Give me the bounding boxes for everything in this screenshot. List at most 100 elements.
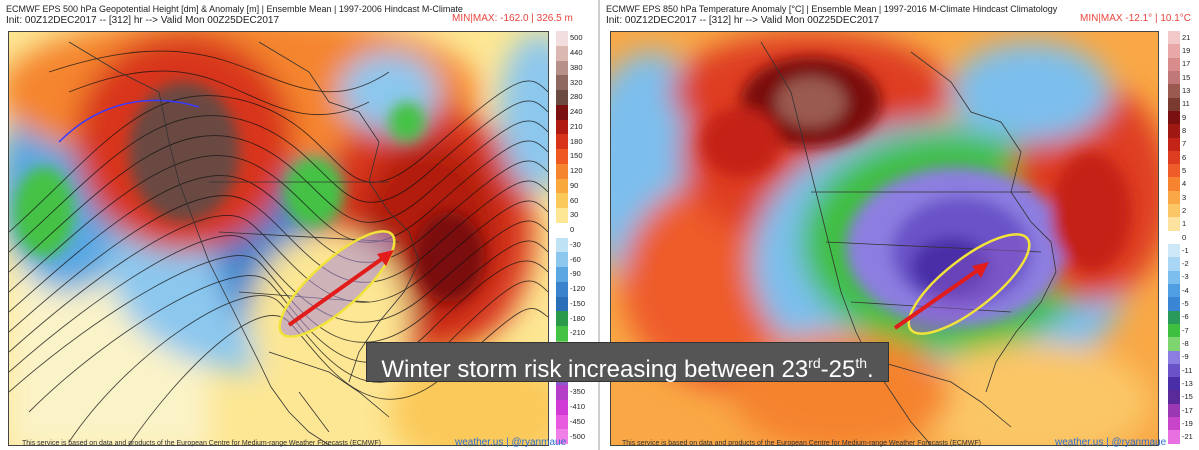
left-map-panel: ECMWF EPS 500 hPa Geopotential Height [d…: [0, 0, 598, 450]
left-colorbar-label: -90: [570, 269, 581, 279]
left-colorbar-swatch: [556, 385, 568, 400]
right-colorbar-label: -11: [1182, 365, 1193, 375]
right-colorbar-swatch: [1168, 337, 1180, 351]
caption-superscript-th: th: [855, 355, 867, 371]
right-coastlines: [760, 41, 1057, 445]
left-minmax: MIN|MAX: -162.0 | 326.5 m: [452, 13, 573, 24]
right-colorbar-label: 19: [1182, 45, 1191, 55]
left-colorbar-label: 210: [570, 121, 583, 131]
left-colorbar-label: -500: [570, 431, 586, 441]
right-colorbar-swatch: [1168, 244, 1180, 258]
left-storm-track-line: [287, 254, 388, 327]
left-map-area: [8, 31, 549, 446]
right-colorbar-swatch: [1168, 31, 1180, 45]
left-colorbar-swatch: [556, 60, 568, 76]
caption-text-mid: -25: [820, 356, 856, 383]
left-colorbar-swatch: [556, 75, 568, 90]
left-colorbar-label: 30: [570, 210, 579, 220]
right-storm-track-arrowhead: [972, 262, 989, 278]
right-colorbar-label: -1: [1182, 245, 1189, 255]
right-colorbar-label: 0: [1182, 232, 1187, 242]
right-colorbar-label: 2: [1182, 205, 1187, 215]
left-colorbar-swatch: [556, 414, 568, 430]
right-colorbar-label: 5: [1182, 165, 1187, 175]
right-colorbar-label: -3: [1182, 272, 1189, 282]
right-colorbar-swatch: [1168, 124, 1180, 138]
right-map-area: [610, 31, 1159, 446]
right-colorbar-label: 13: [1182, 85, 1191, 95]
left-colorbar-label: 500: [570, 33, 583, 43]
right-colorbar-label: -17: [1182, 405, 1193, 415]
left-colorbar-label: -210: [570, 328, 586, 338]
right-colorbar-swatch: [1168, 323, 1180, 338]
right-colorbar-label: 3: [1182, 192, 1187, 202]
right-colorbar-swatch: [1168, 417, 1180, 431]
left-map-graphic: [9, 32, 548, 445]
right-colorbar-swatch: [1168, 297, 1180, 311]
left-colorbar-swatch: [556, 104, 568, 120]
left-colorbar-label: 120: [570, 166, 583, 176]
right-colorbar-swatch: [1168, 430, 1180, 444]
right-colorbar-swatch: [1168, 230, 1180, 244]
left-brand-link[interactable]: weather.us | @ryanmaue: [455, 437, 567, 448]
right-colorbar-swatch: [1168, 110, 1180, 125]
right-colorbar-swatch: [1168, 390, 1180, 404]
right-colorbar-label: -8: [1182, 339, 1189, 349]
left-colorbar-label: -30: [570, 239, 581, 249]
left-colorbar-label: -180: [570, 313, 586, 323]
right-colorbar-label: -5: [1182, 299, 1189, 309]
left-colorbar-swatch: [556, 193, 568, 208]
left-colorbar-label: 440: [570, 48, 583, 58]
right-colorbar-swatch: [1168, 57, 1180, 71]
right-init-time: Init: 00Z12DEC2017 -- [312] hr --> Valid…: [606, 15, 880, 26]
right-colorbar-label: -6: [1182, 312, 1189, 322]
caption-text-end: .: [867, 356, 874, 383]
left-map-title: ECMWF EPS 500 hPa Geopotential Height [d…: [6, 4, 463, 14]
caption-text-main: Winter storm risk increasing between 23: [381, 356, 809, 383]
right-colorbar-label: -7: [1182, 325, 1189, 335]
right-colorbar: [1168, 31, 1180, 444]
right-colorbar-label: -9: [1182, 352, 1189, 362]
right-colorbar-swatch: [1168, 70, 1180, 85]
left-colorbar-swatch: [556, 119, 568, 135]
right-colorbar-swatch: [1168, 84, 1180, 98]
left-colorbar-label: 240: [570, 107, 583, 117]
left-colorbar-swatch: [556, 267, 568, 282]
right-colorbar-label: 7: [1182, 139, 1187, 149]
right-colorbar-label: -13: [1182, 379, 1193, 389]
left-colorbar-swatch: [556, 296, 568, 312]
right-minmax: MIN|MAX -12.1° | 10.1°C: [1080, 13, 1192, 24]
left-colorbar-label: 60: [570, 195, 579, 205]
caption-banner: Winter storm risk increasing between 23r…: [366, 342, 889, 383]
right-colorbar-swatch: [1168, 204, 1180, 218]
left-colorbar-label: 280: [570, 92, 583, 102]
right-colorbar-swatch: [1168, 283, 1180, 298]
left-colorbar-swatch: [556, 252, 568, 267]
left-colorbar-label: -150: [570, 298, 586, 308]
right-colorbar-swatch: [1168, 44, 1180, 58]
left-colorbar-label: -120: [570, 284, 586, 294]
left-colorbar-label: -450: [570, 416, 586, 426]
caption-superscript-rd: rd: [808, 355, 821, 371]
left-colorbar-swatch: [556, 222, 568, 238]
right-colorbar-label: 6: [1182, 152, 1187, 162]
right-colorbar-swatch: [1168, 403, 1180, 418]
right-colorbar-swatch: [1168, 97, 1180, 111]
left-colorbar-swatch: [556, 45, 568, 61]
right-colorbar-label: -2: [1182, 259, 1189, 269]
right-colorbar-swatch: [1168, 350, 1180, 364]
right-map-title: ECMWF EPS 850 hPa Temperature Anomaly [°…: [606, 4, 1058, 14]
left-colorbar-label: 90: [570, 180, 579, 190]
right-colorbar-label: -15: [1182, 392, 1193, 402]
right-colorbar-label: 8: [1182, 125, 1187, 135]
left-coastlines: [68, 41, 420, 445]
right-colorbar-swatch: [1168, 270, 1180, 284]
right-footer-credit: This service is based on data and produc…: [622, 440, 981, 447]
right-colorbar-label: 21: [1182, 32, 1191, 42]
left-colorbar-label: 150: [570, 151, 583, 161]
right-brand-link[interactable]: weather.us | @ryanmaue: [1055, 437, 1167, 448]
left-colorbar-swatch: [556, 163, 568, 179]
right-colorbar-label: 17: [1182, 59, 1191, 69]
right-colorbar-label: 9: [1182, 112, 1187, 122]
right-colorbar-label: 1: [1182, 219, 1187, 229]
